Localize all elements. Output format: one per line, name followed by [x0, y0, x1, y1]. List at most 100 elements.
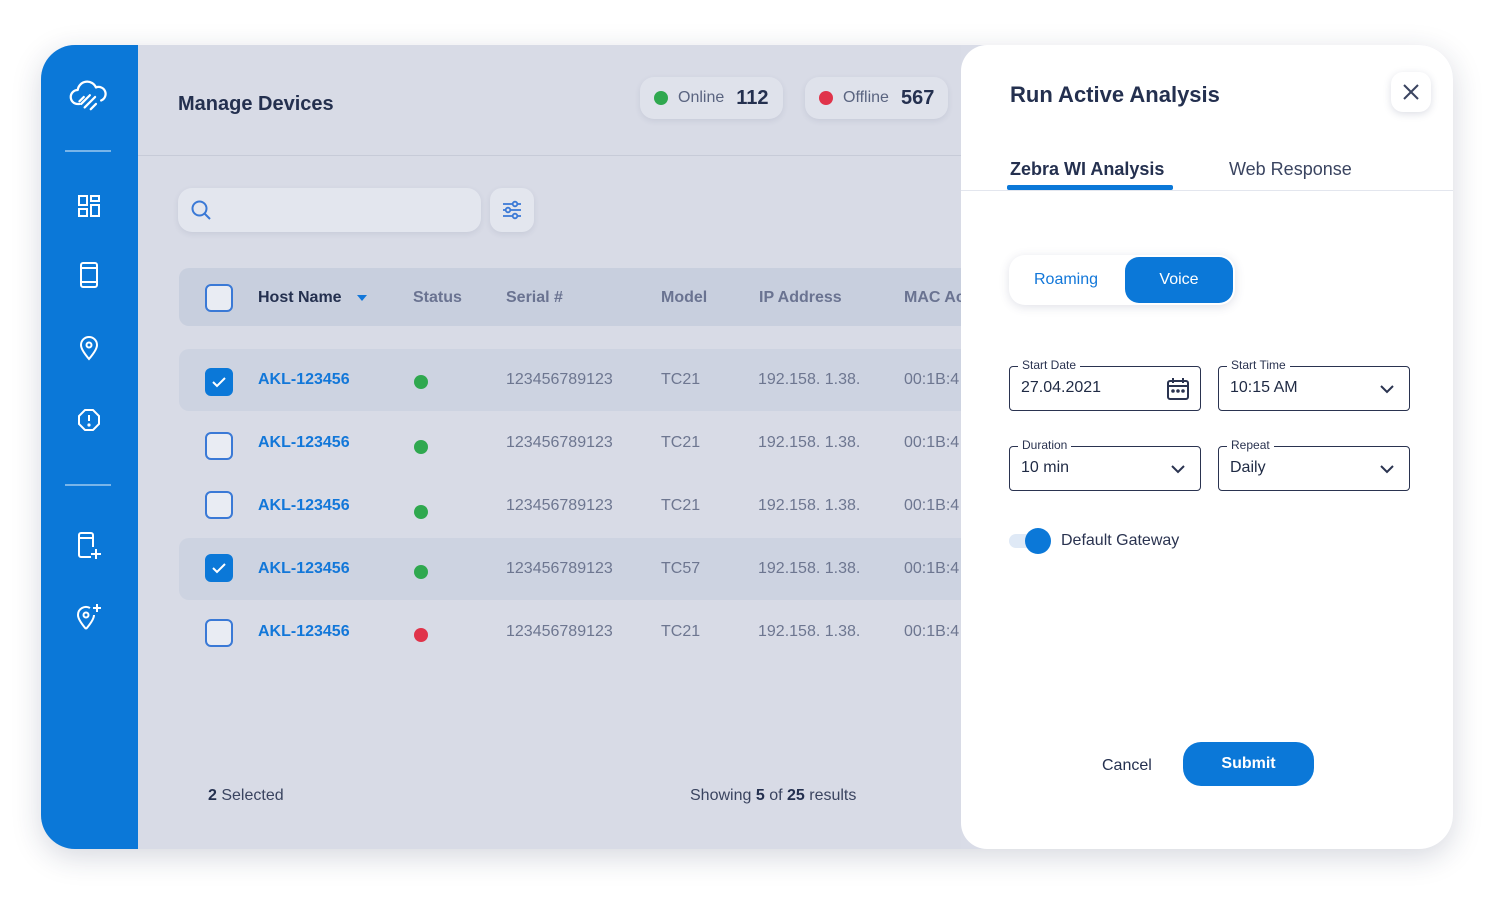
calendar-icon[interactable]: [1166, 377, 1190, 401]
chevron-down-icon[interactable]: [1375, 457, 1399, 481]
cancel-button[interactable]: Cancel: [1102, 757, 1152, 774]
online-dot-icon: [654, 91, 668, 105]
row-checkbox[interactable]: [205, 432, 233, 460]
row-checkbox[interactable]: [205, 491, 233, 519]
tab-zebra-wi-analysis[interactable]: Zebra WI Analysis: [1010, 159, 1165, 179]
serial-cell: 123456789123: [506, 371, 613, 388]
filter-sliders-icon: [503, 200, 521, 220]
row-checkbox[interactable]: [205, 554, 233, 582]
app-window: Manage Devices Online 112 Offline 567: [41, 45, 1453, 849]
column-ip-address: IP Address: [759, 289, 842, 306]
online-stat: Online 112: [640, 77, 783, 119]
host-name-link[interactable]: AKL-123456: [258, 371, 350, 388]
add-location-icon[interactable]: [69, 597, 109, 637]
table-row[interactable]: AKL-123456 123456789123 TC57 192.158. 1.…: [179, 538, 979, 600]
default-gateway-toggle[interactable]: [1009, 528, 1051, 554]
host-name-link[interactable]: AKL-123456: [258, 434, 350, 451]
tab-web-response[interactable]: Web Response: [1229, 159, 1352, 179]
duration-value[interactable]: 10 min: [1021, 459, 1070, 476]
sidebar-divider: [65, 150, 111, 152]
sidebar-divider: [65, 484, 111, 486]
start-time-value[interactable]: 10:15 AM: [1230, 379, 1298, 396]
submit-button[interactable]: Submit: [1183, 742, 1314, 786]
close-button[interactable]: [1391, 72, 1431, 112]
serial-cell: 123456789123: [506, 497, 613, 514]
sort-down-icon[interactable]: [356, 294, 368, 302]
header-divider: [138, 155, 961, 156]
offline-count: 567: [900, 86, 935, 109]
status-online-icon: [414, 565, 428, 579]
ip-cell: 192.158. 1.38.: [758, 497, 861, 514]
table-row[interactable]: AKL-123456 123456789123 TC21 192.158. 1.…: [179, 475, 979, 537]
toggle-knob: [1025, 528, 1051, 554]
panel-title: Run Active Analysis: [1010, 82, 1220, 107]
selected-label: Selected: [221, 787, 284, 804]
of-word: of: [769, 787, 783, 804]
mac-cell: 00:1B:4: [904, 623, 960, 640]
mac-cell: 00:1B:4: [904, 497, 960, 514]
duration-select[interactable]: Duration 10 min: [1009, 438, 1201, 491]
selected-number: 2: [208, 787, 217, 804]
row-checkbox[interactable]: [205, 368, 233, 396]
column-host-name[interactable]: Host Name: [258, 289, 342, 306]
ip-cell: 192.158. 1.38.: [758, 623, 861, 640]
offline-label: Offline: [843, 89, 889, 106]
total-count: 25: [786, 787, 805, 804]
online-count: 112: [736, 86, 769, 109]
status-online-icon: [414, 505, 428, 519]
host-name-link[interactable]: AKL-123456: [258, 497, 350, 514]
online-label: Online: [678, 89, 725, 106]
column-serial: Serial #: [506, 289, 563, 306]
table-row[interactable]: AKL-123456 123456789123 TC21 192.158. 1.…: [179, 601, 979, 663]
tabs-divider: [961, 190, 1453, 191]
host-name-link[interactable]: AKL-123456: [258, 623, 350, 640]
start-time-label: Start Time: [1227, 358, 1290, 372]
analysis-panel: Run Active Analysis Zebra WI Analysis We…: [961, 45, 1453, 849]
offline-dot-icon: [819, 91, 833, 105]
chevron-down-icon[interactable]: [1166, 457, 1190, 481]
select-all-checkbox[interactable]: [205, 284, 233, 312]
segment-voice[interactable]: Voice: [1125, 257, 1233, 303]
mac-cell: 00:1B:4: [904, 371, 960, 388]
model-cell: TC21: [661, 371, 701, 388]
add-device-icon[interactable]: [69, 526, 109, 566]
search-input[interactable]: [222, 201, 472, 219]
dashboard-icon[interactable]: [69, 186, 109, 226]
segment-roaming[interactable]: Roaming: [1033, 271, 1099, 288]
default-gateway-label: Default Gateway: [1061, 532, 1180, 549]
offline-stat: Offline 567: [805, 77, 949, 119]
chevron-down-icon[interactable]: [1375, 377, 1399, 401]
location-pin-icon[interactable]: [69, 328, 109, 368]
status-offline-icon: [414, 628, 428, 642]
table-row[interactable]: AKL-123456 123456789123 TC21 192.158. 1.…: [179, 412, 979, 474]
column-status: Status: [413, 289, 462, 306]
repeat-select[interactable]: Repeat Daily: [1218, 438, 1410, 491]
serial-cell: 123456789123: [506, 623, 613, 640]
ip-cell: 192.158. 1.38.: [758, 560, 861, 577]
row-checkbox[interactable]: [205, 619, 233, 647]
alert-icon[interactable]: [69, 400, 109, 440]
repeat-label: Repeat: [1227, 438, 1274, 452]
start-date-field[interactable]: Start Date 27.04.2021: [1009, 358, 1201, 411]
mac-cell: 00:1B:4: [904, 560, 960, 577]
mac-cell: 00:1B:4: [904, 434, 960, 451]
status-online-icon: [414, 440, 428, 454]
start-time-select[interactable]: Start Time 10:15 AM: [1218, 358, 1410, 411]
serial-cell: 123456789123: [506, 434, 613, 451]
device-icon[interactable]: [69, 255, 109, 295]
main-content: Manage Devices Online 112 Offline 567: [138, 45, 979, 849]
page-title: Manage Devices: [178, 93, 334, 115]
column-mac-address: MAC Ac: [904, 289, 965, 306]
serial-cell: 123456789123: [506, 560, 613, 577]
host-name-link[interactable]: AKL-123456: [258, 560, 350, 577]
pagination-summary: Showing 5 of 25 results: [690, 787, 856, 805]
filter-button[interactable]: [490, 188, 534, 232]
search-box: [178, 188, 481, 232]
start-date-value[interactable]: 27.04.2021: [1021, 379, 1102, 396]
cloud-logo-icon[interactable]: [69, 77, 109, 117]
checkmark-icon: [212, 563, 226, 574]
close-icon: [1403, 84, 1419, 100]
table-row[interactable]: AKL-123456 123456789123 TC21 192.158. 1.…: [179, 349, 979, 411]
start-date-label: Start Date: [1018, 358, 1081, 372]
repeat-value[interactable]: Daily: [1230, 459, 1266, 476]
